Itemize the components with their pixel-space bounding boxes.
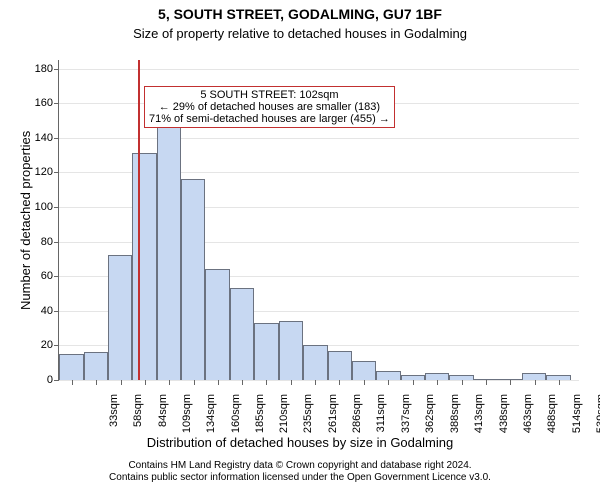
histogram-bar	[132, 153, 157, 380]
xtick-label: 337sqm	[400, 394, 412, 444]
xtick-label: 109sqm	[181, 394, 193, 444]
ytick-label: 80	[23, 236, 53, 248]
xtick	[486, 380, 487, 385]
histogram-bar	[328, 351, 352, 380]
xtick	[437, 380, 438, 385]
annotation-line: ← 29% of detached houses are smaller (18…	[149, 101, 390, 113]
xtick	[266, 380, 267, 385]
xtick-label: 33sqm	[108, 394, 120, 444]
histogram-bar	[279, 321, 303, 380]
ytick-label: 140	[23, 132, 53, 144]
xtick-label: 261sqm	[327, 394, 339, 444]
xtick-label: 438sqm	[498, 394, 510, 444]
xtick	[96, 380, 97, 385]
xtick	[388, 380, 389, 385]
xtick	[364, 380, 365, 385]
ytick-label: 60	[23, 270, 53, 282]
xtick-label: 160sqm	[230, 394, 242, 444]
histogram-bar	[181, 179, 205, 380]
plot-area: 02040608010012014016018033sqm58sqm84sqm1…	[58, 60, 579, 381]
xtick-label: 514sqm	[571, 394, 583, 444]
xtick	[559, 380, 560, 385]
ytick-label: 20	[23, 339, 53, 351]
xtick	[242, 380, 243, 385]
ytick-label: 180	[23, 63, 53, 75]
ytick	[54, 69, 59, 70]
xtick-label: 210sqm	[278, 394, 290, 444]
histogram-bar	[108, 255, 132, 380]
ytick-label: 0	[23, 374, 53, 386]
footer-line: Contains public sector information licen…	[0, 472, 600, 484]
ytick-label: 120	[23, 166, 53, 178]
xtick	[218, 380, 219, 385]
ytick	[54, 172, 59, 173]
ytick	[54, 276, 59, 277]
xtick	[121, 380, 122, 385]
xtick-label: 311sqm	[375, 394, 387, 444]
histogram-bar	[230, 288, 254, 380]
ytick	[54, 207, 59, 208]
subtitle: Size of property relative to detached ho…	[0, 26, 600, 41]
xtick-label: 362sqm	[424, 394, 436, 444]
histogram-bar	[254, 323, 278, 380]
ytick	[54, 138, 59, 139]
footer: Contains HM Land Registry data © Crown c…	[0, 460, 600, 484]
ytick	[54, 345, 59, 346]
xtick	[535, 380, 536, 385]
xtick	[339, 380, 340, 385]
ytick	[54, 380, 59, 381]
ytick	[54, 103, 59, 104]
histogram-bar	[303, 345, 328, 380]
histogram-bar	[59, 354, 84, 380]
xtick-label: 413sqm	[473, 394, 485, 444]
histogram-bar	[352, 361, 376, 380]
histogram-bar	[157, 110, 181, 380]
figure: 5, SOUTH STREET, GODALMING, GU7 1BF Size…	[0, 0, 600, 500]
ytick-label: 40	[23, 305, 53, 317]
xtick	[145, 380, 146, 385]
page-title: 5, SOUTH STREET, GODALMING, GU7 1BF	[0, 6, 600, 22]
annotation-box: 5 SOUTH STREET: 102sqm← 29% of detached …	[144, 86, 395, 128]
xtick	[291, 380, 292, 385]
annotation-line: 5 SOUTH STREET: 102sqm	[149, 89, 390, 101]
histogram-bar	[84, 352, 108, 380]
xtick-label: 84sqm	[157, 394, 169, 444]
xtick	[510, 380, 511, 385]
annotation-line: 71% of semi-detached houses are larger (…	[149, 113, 390, 125]
xtick-label: 286sqm	[351, 394, 363, 444]
y-axis-label: Number of detached properties	[18, 131, 33, 310]
footer-line: Contains HM Land Registry data © Crown c…	[0, 460, 600, 472]
histogram-bar	[522, 373, 546, 380]
xtick-label: 488sqm	[546, 394, 558, 444]
x-axis-label: Distribution of detached houses by size …	[0, 435, 600, 450]
xtick	[194, 380, 195, 385]
xtick	[462, 380, 463, 385]
ytick-label: 100	[23, 201, 53, 213]
xtick	[72, 380, 73, 385]
gridline	[59, 380, 579, 381]
ytick	[54, 311, 59, 312]
xtick	[413, 380, 414, 385]
ytick-label: 160	[23, 97, 53, 109]
xtick	[315, 380, 316, 385]
histogram-bar	[376, 371, 401, 380]
xtick-label: 58sqm	[132, 394, 144, 444]
xtick-label: 185sqm	[254, 394, 266, 444]
xtick-label: 235sqm	[302, 394, 314, 444]
marker-line	[138, 60, 140, 380]
ytick	[54, 242, 59, 243]
xtick-label: 388sqm	[449, 394, 461, 444]
xtick-label: 134sqm	[205, 394, 217, 444]
xtick	[169, 380, 170, 385]
histogram-bar	[425, 373, 449, 380]
xtick-label: 539sqm	[595, 394, 600, 444]
histogram-bar	[205, 269, 230, 380]
xtick-label: 463sqm	[522, 394, 534, 444]
